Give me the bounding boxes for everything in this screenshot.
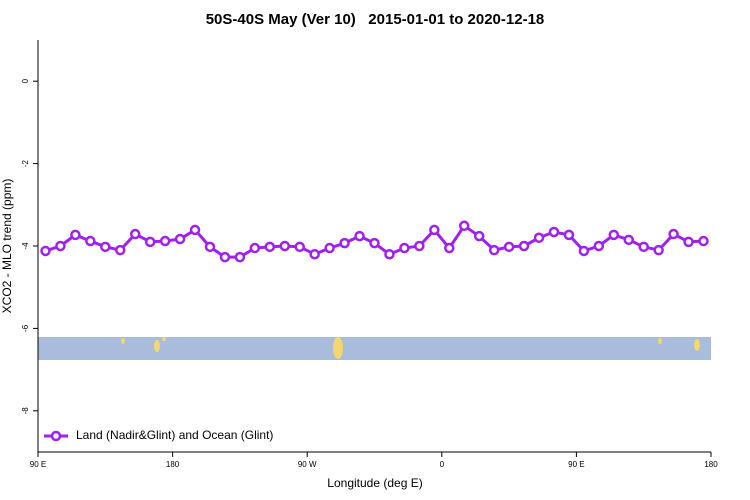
data-point <box>309 248 320 260</box>
data-point <box>100 241 111 253</box>
y-tick-label: -8 <box>21 407 30 415</box>
data-point <box>578 245 590 257</box>
data-point <box>174 233 186 245</box>
data-point <box>563 229 575 241</box>
data-point <box>608 229 620 241</box>
y-tick-label: -6 <box>21 324 30 332</box>
data-point <box>189 224 201 236</box>
y-tick-label: -4 <box>21 242 30 250</box>
data-point <box>40 245 51 257</box>
data-point <box>159 235 171 247</box>
x-axis-label: Longitude (deg E) <box>327 476 422 490</box>
y-tick-label: -2 <box>21 159 30 167</box>
x-tick-label: 0 <box>440 460 445 469</box>
legend-marker <box>50 430 62 442</box>
data-point <box>444 242 455 254</box>
data-point <box>593 240 605 252</box>
data-point <box>294 241 305 253</box>
data-point <box>339 237 350 249</box>
x-tick-label: 90 E <box>568 460 584 469</box>
data-point <box>129 228 141 240</box>
data-point <box>668 228 679 240</box>
data-point <box>653 244 664 256</box>
x-tick-label: 90 E <box>30 460 46 469</box>
data-point <box>429 224 440 236</box>
data-point <box>234 251 246 263</box>
data-point <box>264 241 276 253</box>
x-tick-label: 180 <box>166 460 180 469</box>
data-point <box>219 251 231 263</box>
data-point <box>548 226 560 238</box>
land-ocean-strip <box>38 337 711 360</box>
data-point <box>55 240 66 252</box>
data-point <box>85 235 96 247</box>
data-point <box>638 241 649 253</box>
legend-label: Land (Nadir&Glint) and Ocean (Glint) <box>76 428 273 442</box>
data-point <box>473 230 485 242</box>
data-point <box>144 236 156 248</box>
data-point <box>488 244 500 256</box>
data-point <box>384 248 395 260</box>
data-point <box>249 242 261 254</box>
x-tick-label: 90 W <box>298 460 317 469</box>
data-point <box>698 235 709 247</box>
data-point <box>369 237 380 249</box>
chart-title: 50S-40S May (Ver 10) 2015-01-01 to 2020-… <box>206 11 545 28</box>
data-point <box>279 240 291 252</box>
data-point <box>70 229 81 241</box>
data-point <box>518 240 530 252</box>
data-point <box>683 236 694 248</box>
data-point <box>324 242 335 254</box>
data-point <box>115 244 126 256</box>
data-point <box>399 242 410 254</box>
data-point <box>623 234 634 246</box>
data-point <box>503 241 515 253</box>
data-point <box>204 241 216 253</box>
y-axis-label: XCO2 - MLO trend (ppm) <box>0 179 14 314</box>
data-point <box>354 230 365 242</box>
y-tick-label: 0 <box>21 78 30 83</box>
data-point <box>414 240 425 252</box>
data-point <box>458 220 470 232</box>
data-point <box>533 232 545 244</box>
x-tick-label: 180 <box>704 460 718 469</box>
